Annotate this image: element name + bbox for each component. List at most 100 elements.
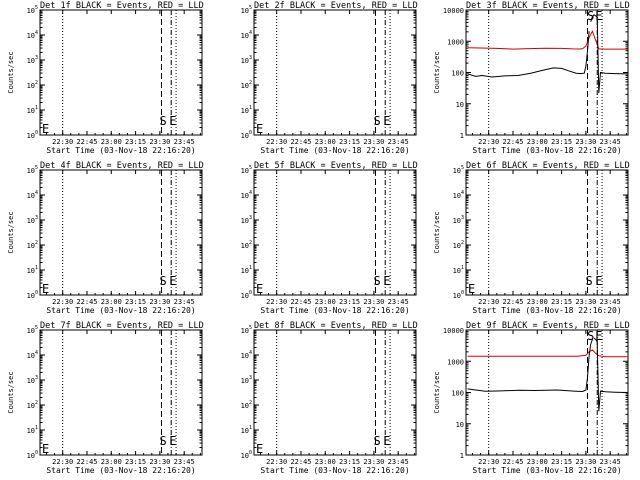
x-tick-label: 22:30 bbox=[266, 138, 287, 146]
panel-title: Det 9f BLACK = Events, RED = LLD bbox=[466, 321, 630, 331]
x-axis-label: Start Time (03-Nov-18 22:16:20) bbox=[260, 306, 409, 315]
x-tick-label: 22:45 bbox=[502, 138, 523, 146]
y-tick-label: 10 bbox=[241, 427, 249, 435]
y-tick-exponent: 4 bbox=[35, 350, 38, 356]
y-tick-exponent: 5 bbox=[461, 165, 464, 171]
y-tick-label: 10 bbox=[27, 217, 35, 225]
y-tick-label: 10 bbox=[241, 57, 249, 65]
y-tick-exponent: 4 bbox=[461, 190, 464, 196]
y-tick-label: 10 bbox=[27, 377, 35, 385]
x-tick-label: 23:00 bbox=[315, 298, 336, 306]
x-tick-label: 23:15 bbox=[551, 138, 572, 146]
y-tick-label: 10 bbox=[241, 192, 249, 200]
y-tick-exponent: 2 bbox=[249, 240, 252, 246]
marker-s: S bbox=[374, 114, 381, 128]
y-tick-exponent: 5 bbox=[249, 5, 252, 11]
panel-det-8f: Det 8f BLACK = Events, RED = LLD 22:30 22:… bbox=[241, 321, 418, 475]
y-tick-label: 10 bbox=[453, 217, 461, 225]
plot-frame bbox=[253, 9, 417, 136]
marker-s: S bbox=[160, 274, 167, 288]
x-tick-label: 23:00 bbox=[315, 138, 336, 146]
y-tick-label: 10 bbox=[27, 57, 35, 65]
y-tick-label: 10 bbox=[27, 82, 35, 90]
x-tick-label: 23:00 bbox=[527, 138, 548, 146]
marker-e: E bbox=[169, 434, 176, 448]
panel-det-3f: Det 3f BLACK = Events, RED = LLD 22:30 22:… bbox=[433, 1, 630, 155]
x-tick-label: 23:45 bbox=[600, 298, 621, 306]
x-tick-label: 23:15 bbox=[125, 138, 146, 146]
y-tick-label: 10 bbox=[27, 132, 35, 140]
y-tick-label: 10 bbox=[241, 132, 249, 140]
y-tick-exponent: 1 bbox=[35, 265, 38, 271]
plot-frame bbox=[39, 9, 203, 136]
x-tick-label: 22:30 bbox=[478, 138, 499, 146]
panel-title: Det 8f BLACK = Events, RED = LLD bbox=[254, 321, 418, 331]
x-tick-label: 23:15 bbox=[125, 458, 146, 466]
marker-s: S bbox=[587, 329, 594, 343]
marker-s: S bbox=[374, 434, 381, 448]
panel-title: Det 4f BLACK = Events, RED = LLD bbox=[40, 161, 204, 171]
y-tick-label: 10 bbox=[27, 402, 35, 410]
x-tick-label: 23:30 bbox=[149, 458, 170, 466]
y-tick-exponent: 3 bbox=[35, 375, 38, 381]
y-tick-label: 10 bbox=[241, 32, 249, 40]
panel-det-7f: Det 7f BLACK = Events, RED = LLD 22:30 22:… bbox=[7, 321, 204, 475]
x-tick-label: 22:45 bbox=[502, 458, 523, 466]
marker-e: E bbox=[383, 434, 390, 448]
x-tick-label: 23:30 bbox=[363, 298, 384, 306]
y-tick-exponent: 1 bbox=[461, 265, 464, 271]
y-tick-label: 10 bbox=[241, 402, 249, 410]
x-tick-label: 23:45 bbox=[388, 138, 409, 146]
x-axis-label: Start Time (03-Nov-18 22:16:20) bbox=[260, 146, 409, 155]
y-tick-exponent: 5 bbox=[35, 165, 38, 171]
x-axis-label: Start Time (03-Nov-18 22:16:20) bbox=[260, 466, 409, 475]
y-tick-exponent: 0 bbox=[249, 130, 252, 136]
y-tick-label: 10000 bbox=[443, 327, 464, 335]
y-tick-exponent: 4 bbox=[249, 30, 252, 36]
y-tick-label: 10 bbox=[453, 292, 461, 300]
x-tick-label: 23:45 bbox=[174, 458, 195, 466]
x-tick-label: 22:30 bbox=[52, 298, 73, 306]
x-tick-label: 23:15 bbox=[339, 138, 360, 146]
x-tick-label: 23:30 bbox=[363, 138, 384, 146]
panel-title: Det 5f BLACK = Events, RED = LLD bbox=[254, 161, 418, 171]
y-tick-exponent: 1 bbox=[35, 105, 38, 111]
y-tick-exponent: 2 bbox=[35, 80, 38, 86]
y-tick-label: 10 bbox=[27, 192, 35, 200]
y-tick-label: 100 bbox=[451, 70, 464, 78]
marker-e: E bbox=[383, 114, 390, 128]
x-tick-label: 23:15 bbox=[339, 298, 360, 306]
plot-frame bbox=[253, 169, 417, 296]
x-tick-label: 22:45 bbox=[76, 458, 97, 466]
y-tick-exponent: 4 bbox=[249, 190, 252, 196]
x-tick-label: 23:45 bbox=[600, 138, 621, 146]
y-tick-exponent: 5 bbox=[35, 325, 38, 331]
x-tick-label: 23:00 bbox=[101, 138, 122, 146]
y-tick-exponent: 3 bbox=[249, 55, 252, 61]
y-tick-label: 10000 bbox=[443, 7, 464, 15]
y-tick-label: 10 bbox=[27, 327, 35, 335]
marker-s: S bbox=[586, 274, 593, 288]
y-tick-label: 10 bbox=[27, 352, 35, 360]
x-tick-label: 23:45 bbox=[600, 458, 621, 466]
edge-marker: E bbox=[42, 442, 49, 456]
y-tick-exponent: 2 bbox=[249, 80, 252, 86]
marker-s: S bbox=[160, 114, 167, 128]
y-tick-label: 10 bbox=[241, 107, 249, 115]
x-tick-label: 23:30 bbox=[575, 138, 596, 146]
y-tick-label: 10 bbox=[456, 421, 464, 429]
y-tick-label: 1 bbox=[460, 132, 464, 140]
edge-marker: E bbox=[256, 122, 263, 136]
panel-title: Det 1f BLACK = Events, RED = LLD bbox=[40, 1, 204, 11]
edge-marker: E bbox=[468, 282, 475, 296]
panel-title: Det 7f BLACK = Events, RED = LLD bbox=[40, 321, 204, 331]
y-axis-label: Counts/sec bbox=[433, 371, 441, 413]
x-tick-label: 22:30 bbox=[266, 458, 287, 466]
y-tick-label: 10 bbox=[241, 377, 249, 385]
marker-e: E bbox=[595, 274, 602, 288]
y-tick-exponent: 4 bbox=[35, 30, 38, 36]
x-tick-label: 22:45 bbox=[290, 458, 311, 466]
y-tick-label: 10 bbox=[27, 167, 35, 175]
x-tick-label: 23:00 bbox=[527, 458, 548, 466]
